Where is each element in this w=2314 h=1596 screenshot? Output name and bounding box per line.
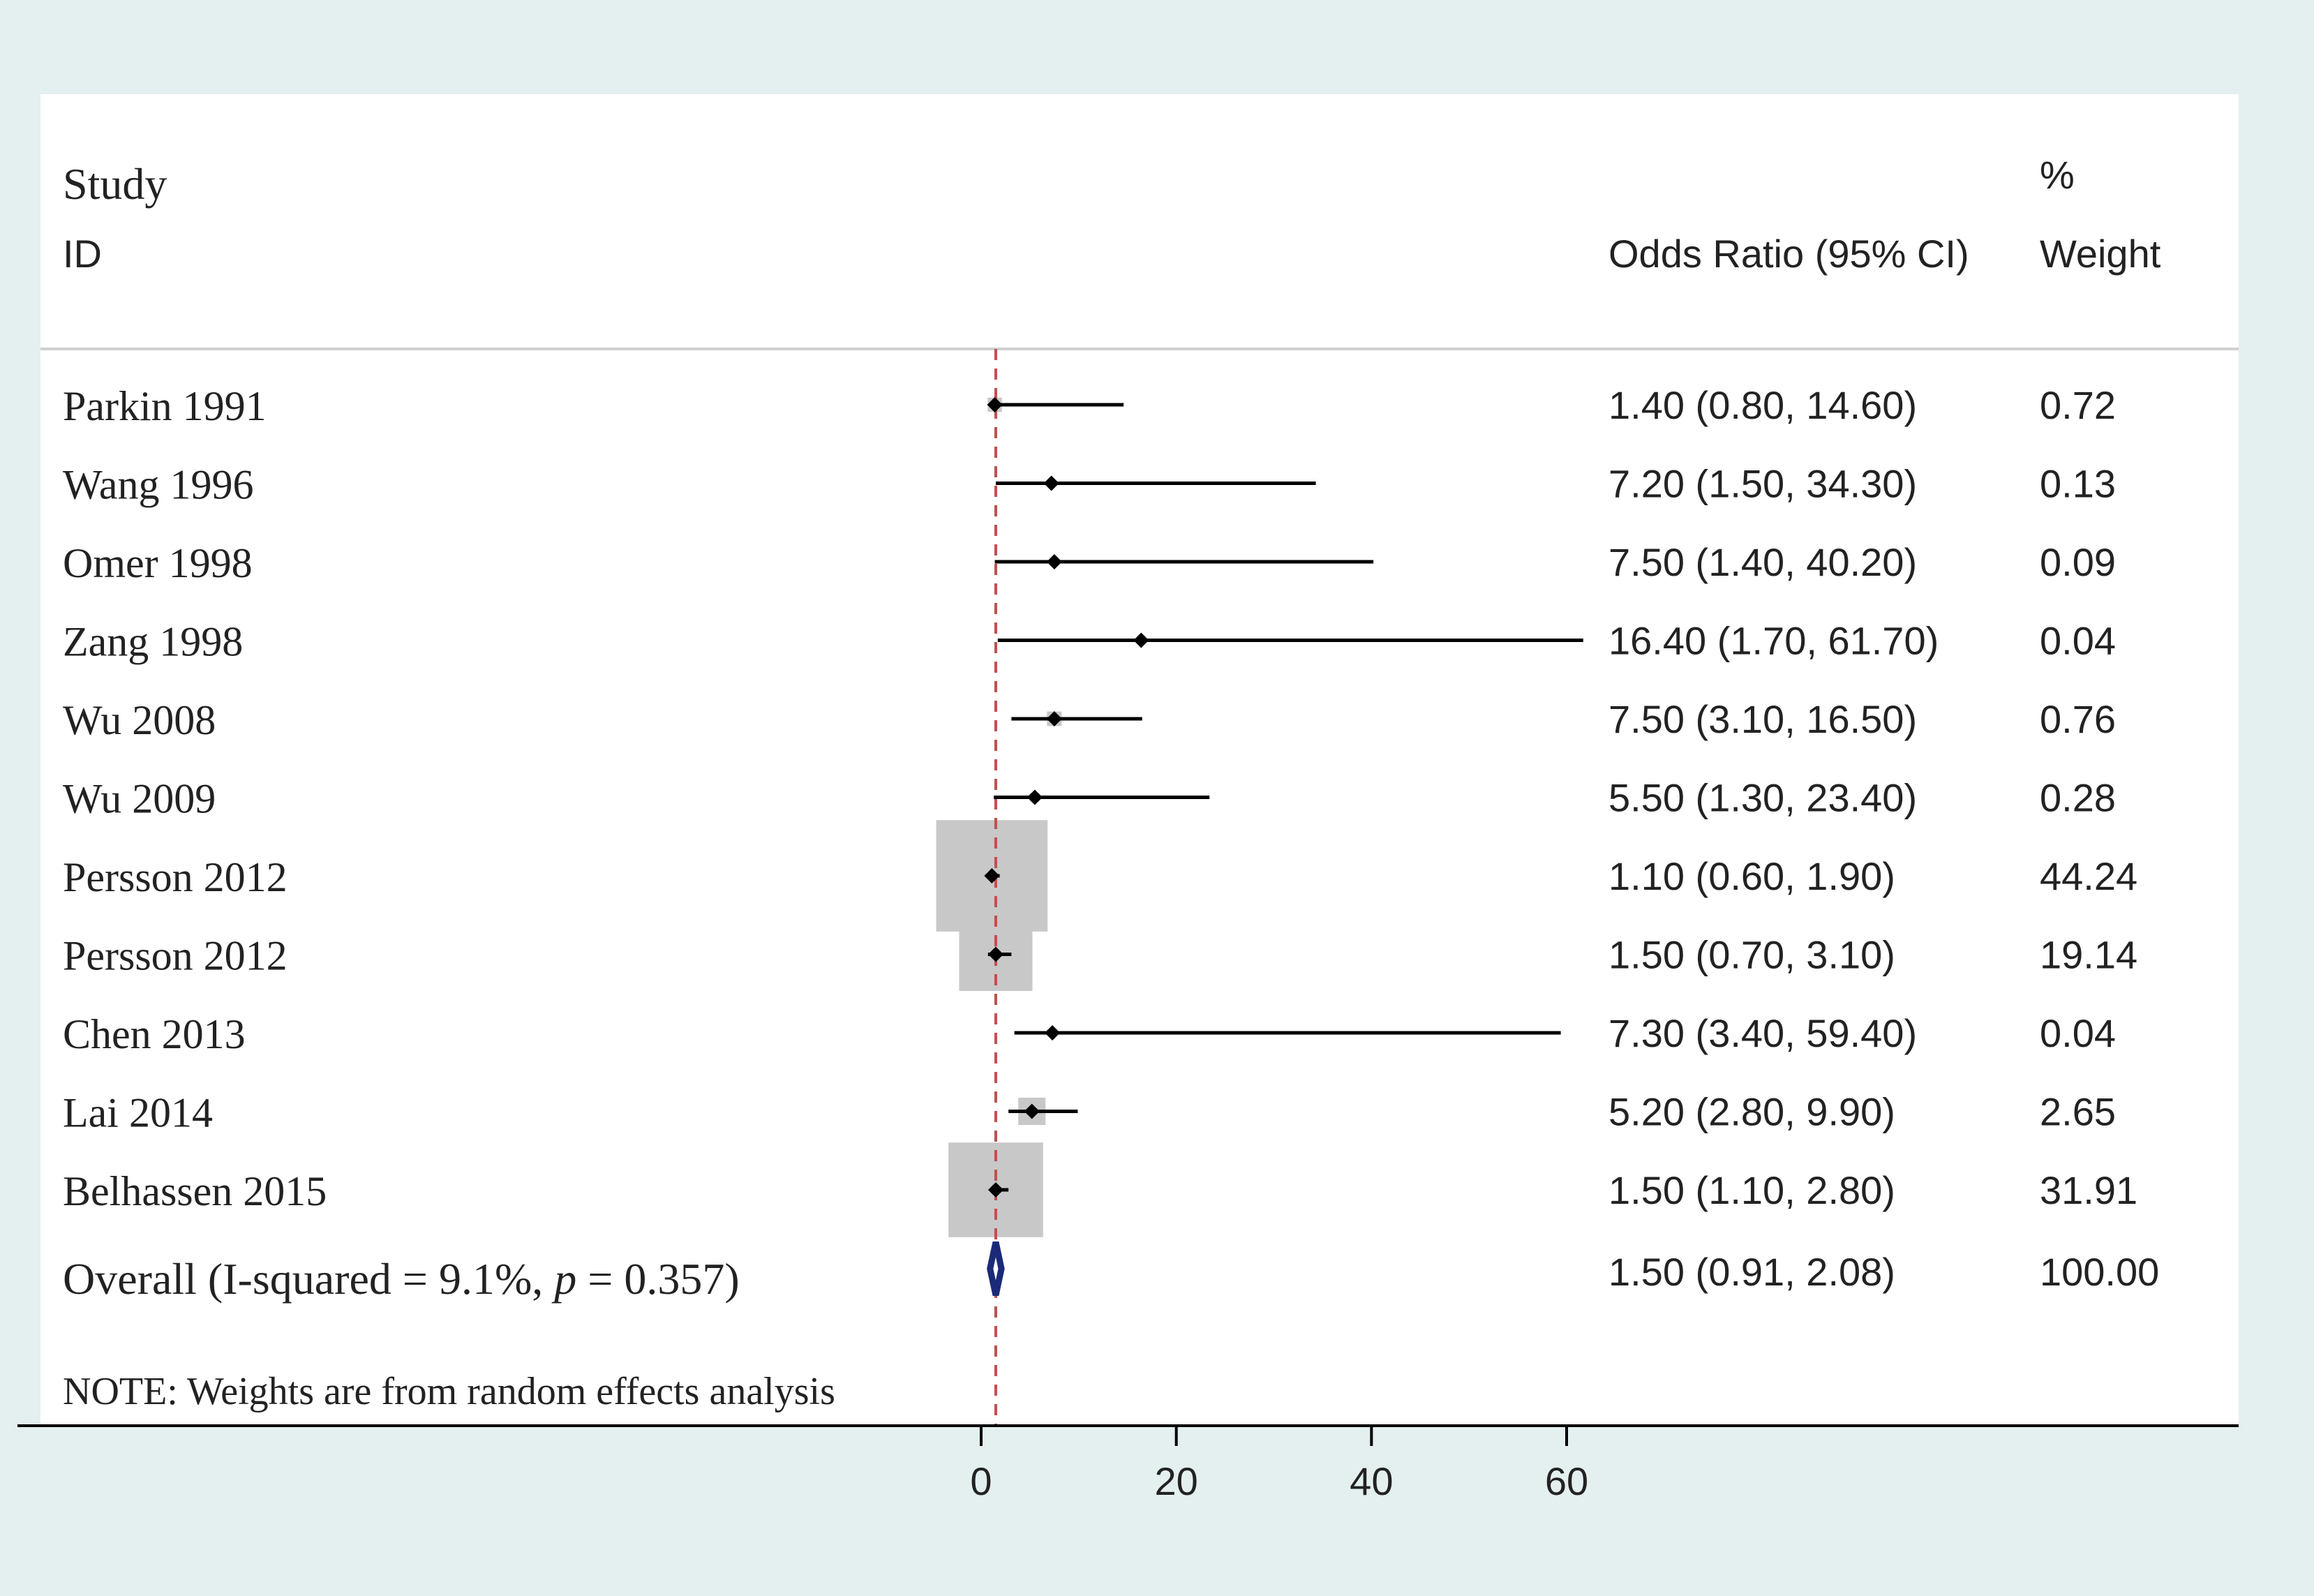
- weight-label: 0.04: [2040, 619, 2116, 663]
- overall-weight: 100.00: [2040, 1250, 2159, 1294]
- header-percent: %: [2040, 153, 2075, 197]
- point-estimate: [1045, 1025, 1061, 1041]
- effect-label: 7.30 (3.40, 59.40): [1608, 1011, 1917, 1055]
- weight-label: 19.14: [2040, 933, 2137, 977]
- point-estimate: [1046, 711, 1062, 726]
- study-row: Wu 2009 5.50 (1.30, 23.40) 0.28: [63, 776, 2116, 822]
- overall-label: Overall (I-squared = 9.1%, p = 0.357): [63, 1254, 740, 1304]
- weight-label: 0.76: [2040, 697, 2116, 741]
- weight-label: 0.28: [2040, 776, 2116, 820]
- point-estimate: [1133, 632, 1149, 648]
- study-name: Wu 2008: [63, 697, 216, 743]
- study-row: Chen 2013 7.30 (3.40, 59.40) 0.04: [63, 1011, 2116, 1057]
- weight-label: 44.24: [2040, 854, 2137, 898]
- weight-label: 0.04: [2040, 1011, 2116, 1055]
- point-estimate: [1043, 475, 1059, 491]
- effect-label: 7.50 (1.40, 40.20): [1608, 540, 1917, 584]
- x-tick-label: 60: [1545, 1459, 1588, 1503]
- weight-label: 0.72: [2040, 383, 2116, 427]
- study-name: Parkin 1991: [63, 383, 267, 429]
- effect-label: 16.40 (1.70, 61.70): [1608, 619, 1939, 663]
- study-name: Chen 2013: [63, 1011, 246, 1057]
- plot-panel: [40, 94, 2239, 1427]
- header-effect: Odds Ratio (95% CI): [1608, 232, 1969, 276]
- x-tick-label: 40: [1350, 1459, 1393, 1503]
- effect-label: 7.20 (1.50, 34.30): [1608, 462, 1917, 506]
- effect-label: 1.10 (0.60, 1.90): [1608, 854, 1895, 898]
- header-id: ID: [63, 232, 102, 276]
- weight-label: 31.91: [2040, 1168, 2137, 1212]
- study-row: Parkin 1991 1.40 (0.80, 14.60) 0.72: [63, 383, 2116, 429]
- effect-label: 5.50 (1.30, 23.40): [1608, 776, 1917, 820]
- study-name: Wu 2009: [63, 776, 216, 822]
- effect-label: 1.50 (1.10, 2.80): [1608, 1168, 1895, 1212]
- study-name: Omer 1998: [63, 540, 253, 586]
- overall-effect: 1.50 (0.91, 2.08): [1608, 1250, 1895, 1294]
- point-estimate: [987, 1182, 1003, 1198]
- effect-label: 1.50 (0.70, 3.10): [1608, 933, 1895, 977]
- effect-label: 1.40 (0.80, 14.60): [1608, 383, 1917, 427]
- study-name: Belhassen 2015: [63, 1168, 327, 1214]
- study-name: Persson 2012: [63, 854, 288, 900]
- header-study: Study: [63, 159, 167, 209]
- point-estimate: [1046, 554, 1062, 569]
- study-row: Wang 1996 7.20 (1.50, 34.30) 0.13: [63, 462, 2116, 508]
- effect-label: 7.50 (3.10, 16.50): [1608, 697, 1917, 741]
- weight-label: 2.65: [2040, 1090, 2116, 1134]
- study-row: Persson 2012 1.50 (0.70, 3.10) 19.14: [63, 933, 2137, 979]
- point-estimate: [984, 868, 1000, 883]
- study-row: Zang 1998 16.40 (1.70, 61.70) 0.04: [63, 619, 2116, 665]
- study-name: Wang 1996: [63, 462, 253, 508]
- point-estimate: [1027, 789, 1043, 805]
- study-name: Zang 1998: [63, 619, 243, 665]
- weight-label: 0.09: [2040, 540, 2116, 584]
- header-weight: Weight: [2040, 232, 2161, 276]
- study-row: Wu 2008 7.50 (3.10, 16.50) 0.76: [63, 697, 2116, 743]
- x-tick-label: 20: [1155, 1459, 1198, 1503]
- study-row: Belhassen 2015 1.50 (1.10, 2.80) 31.91: [63, 1168, 2137, 1214]
- note: NOTE: Weights are from random effects an…: [63, 1370, 835, 1413]
- point-estimate: [1024, 1103, 1040, 1119]
- overall-diamond: [987, 1241, 1005, 1296]
- weight-label: 0.13: [2040, 462, 2116, 506]
- point-estimate: [987, 946, 1003, 962]
- point-estimate: [987, 397, 1003, 412]
- x-tick-label: 0: [970, 1459, 992, 1503]
- overall-row: Overall (I-squared = 9.1%, p = 0.357) 1.…: [63, 1241, 2159, 1304]
- study-name: Persson 2012: [63, 933, 288, 979]
- study-name: Lai 2014: [63, 1090, 213, 1136]
- study-row: Persson 2012 1.10 (0.60, 1.90) 44.24: [63, 854, 2137, 900]
- effect-label: 5.20 (2.80, 9.90): [1608, 1090, 1895, 1134]
- study-row: Lai 2014 5.20 (2.80, 9.90) 2.65: [63, 1090, 2116, 1136]
- study-row: Omer 1998 7.50 (1.40, 40.20) 0.09: [63, 540, 2116, 586]
